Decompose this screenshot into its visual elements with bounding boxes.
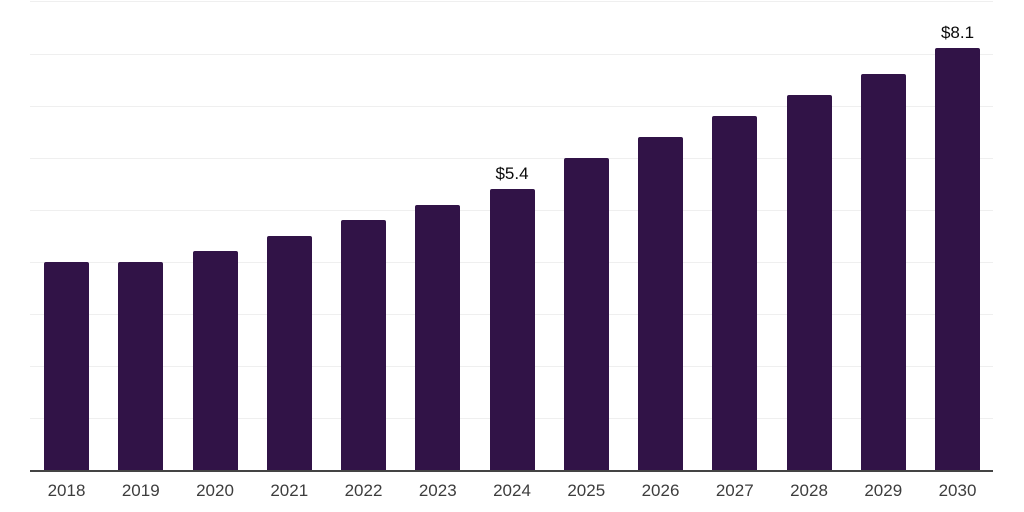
- x-label-2025: 2025: [567, 481, 606, 500]
- bar-2022: [341, 220, 386, 470]
- x-label-2023: 2023: [418, 481, 457, 500]
- x-label-2024: 2024: [493, 481, 531, 500]
- gridline-9: [30, 1, 993, 3]
- x-label-2018: 2018: [47, 481, 86, 500]
- x-axis: 2018 2019 2020 2021 2022 2023 2024 2025 2026 2027…: [30, 482, 993, 502]
- bar-2018: [44, 261, 89, 470]
- bar-2025: [563, 157, 609, 470]
- x-label-2030: 2030: [938, 481, 977, 500]
- bar-2024: [489, 188, 535, 470]
- bar-2029: [860, 74, 906, 470]
- gridline-7: [30, 105, 993, 107]
- x-label-2028: 2028: [790, 481, 828, 500]
- value-label-2024: $5.4: [495, 163, 529, 183]
- x-label-2021: 2021: [270, 481, 309, 500]
- bar-2019: [118, 261, 164, 470]
- bar-2027: [712, 116, 758, 470]
- plot-area: $5.4 $8.1: [30, 0, 993, 472]
- bar-2030: [935, 48, 980, 470]
- x-label-2027: 2027: [715, 481, 754, 500]
- bar-2026: [638, 136, 683, 470]
- bar-2028: [786, 95, 832, 470]
- gridline-8: [30, 53, 993, 55]
- bar-2021: [266, 235, 312, 470]
- x-label-2026: 2026: [641, 481, 680, 500]
- x-label-2029: 2029: [864, 481, 903, 500]
- bar-2023: [415, 204, 461, 470]
- bar-2020: [192, 251, 238, 470]
- value-label-2030: $8.1: [940, 23, 975, 43]
- x-label-2022: 2022: [344, 481, 383, 500]
- x-label-2019: 2019: [121, 481, 160, 500]
- x-label-2020: 2020: [196, 481, 234, 500]
- gridline-6: [30, 157, 993, 159]
